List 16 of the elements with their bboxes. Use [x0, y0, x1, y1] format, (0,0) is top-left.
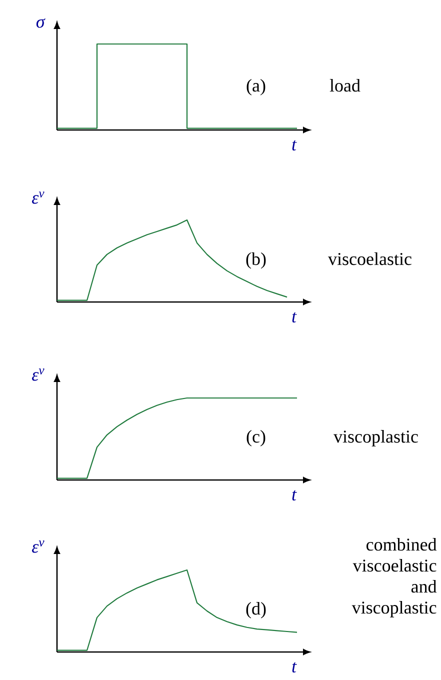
y-axis-title: ε$^{v}$ — [32, 540, 44, 553]
x-axis-title: t — [292, 662, 297, 672]
x-axis-title: t — [292, 312, 297, 322]
annotation: (c) — [246, 430, 266, 446]
annotation: (a) — [246, 79, 266, 96]
annotation: (b) — [246, 252, 266, 269]
y-axis-title: ε$^{v}$ — [32, 192, 44, 204]
text: viscoelastic — [328, 252, 412, 266]
x-axis-title: t — [292, 140, 297, 151]
y-axis-title: ε$^{v}$ — [32, 368, 44, 381]
text: combined viscoelastic and viscoplastic — [352, 538, 437, 618]
x-axis-title: t — [292, 490, 297, 500]
y-axis-title: σ — [36, 18, 46, 28]
annotation: (d) — [246, 602, 266, 618]
text: load — [330, 79, 360, 92]
text: viscoplastic — [334, 430, 418, 446]
